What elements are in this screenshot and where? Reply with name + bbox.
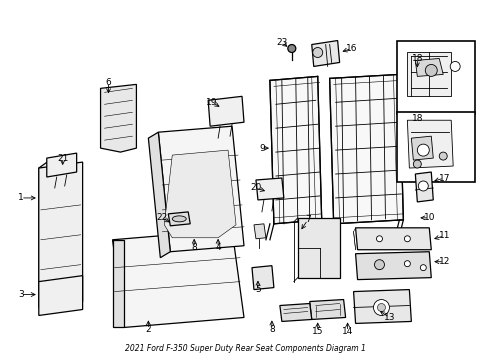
Text: 5: 5 (255, 285, 261, 294)
Circle shape (288, 45, 296, 53)
Polygon shape (270, 76, 322, 224)
Text: 9: 9 (259, 144, 265, 153)
Circle shape (313, 48, 323, 58)
Text: 6: 6 (106, 78, 111, 87)
Circle shape (404, 236, 410, 242)
Text: 22: 22 (157, 213, 168, 222)
Bar (397, 112, 475, 182)
Text: 3: 3 (18, 290, 24, 299)
Text: 1: 1 (18, 193, 24, 202)
Polygon shape (158, 126, 244, 252)
Circle shape (374, 260, 385, 270)
Text: 23: 23 (276, 38, 288, 47)
Text: 16: 16 (346, 44, 357, 53)
Circle shape (373, 300, 390, 315)
Circle shape (450, 62, 460, 71)
Polygon shape (100, 84, 136, 152)
Polygon shape (113, 240, 124, 328)
Text: 15: 15 (312, 327, 323, 336)
Polygon shape (354, 289, 412, 323)
Text: 19: 19 (206, 98, 218, 107)
Polygon shape (39, 276, 83, 315)
Text: 10: 10 (423, 213, 435, 222)
Text: 21: 21 (57, 154, 69, 163)
Text: 2: 2 (146, 325, 151, 334)
Polygon shape (280, 303, 312, 321)
Polygon shape (164, 150, 236, 238)
Circle shape (404, 261, 410, 267)
Polygon shape (39, 158, 53, 307)
Text: 2021 Ford F-350 Super Duty Rear Seat Components Diagram 1: 2021 Ford F-350 Super Duty Rear Seat Com… (124, 344, 366, 353)
Polygon shape (298, 218, 340, 278)
Polygon shape (412, 136, 433, 160)
Polygon shape (407, 120, 453, 168)
Polygon shape (208, 96, 244, 126)
Circle shape (414, 160, 421, 168)
Text: 14: 14 (342, 327, 353, 336)
Bar (397, 41, 475, 114)
Text: 20: 20 (250, 184, 262, 193)
Polygon shape (416, 172, 433, 202)
Text: 11: 11 (439, 231, 450, 240)
Text: 18: 18 (412, 114, 423, 123)
Circle shape (420, 265, 426, 271)
Polygon shape (330, 75, 403, 224)
Ellipse shape (172, 216, 186, 222)
Polygon shape (113, 230, 244, 328)
Text: 13: 13 (384, 313, 395, 322)
Text: 8: 8 (269, 325, 275, 334)
Polygon shape (47, 153, 76, 177)
Polygon shape (416, 58, 443, 76)
Circle shape (377, 303, 386, 311)
Polygon shape (254, 224, 266, 239)
Text: 12: 12 (439, 257, 450, 266)
Text: 18: 18 (412, 54, 423, 63)
Polygon shape (256, 178, 284, 200)
Polygon shape (310, 300, 345, 319)
Circle shape (417, 144, 429, 156)
Circle shape (425, 64, 437, 76)
Polygon shape (252, 266, 274, 289)
Polygon shape (148, 132, 171, 258)
Circle shape (439, 152, 447, 160)
Circle shape (418, 181, 428, 191)
Polygon shape (312, 41, 340, 67)
Polygon shape (356, 228, 431, 250)
Text: 4: 4 (215, 243, 221, 252)
Polygon shape (168, 212, 190, 226)
Text: 8: 8 (191, 243, 197, 252)
Polygon shape (407, 53, 451, 96)
Text: 17: 17 (439, 174, 450, 183)
Circle shape (376, 236, 383, 242)
Polygon shape (356, 252, 431, 280)
Polygon shape (39, 162, 83, 307)
Text: 7: 7 (305, 215, 311, 224)
